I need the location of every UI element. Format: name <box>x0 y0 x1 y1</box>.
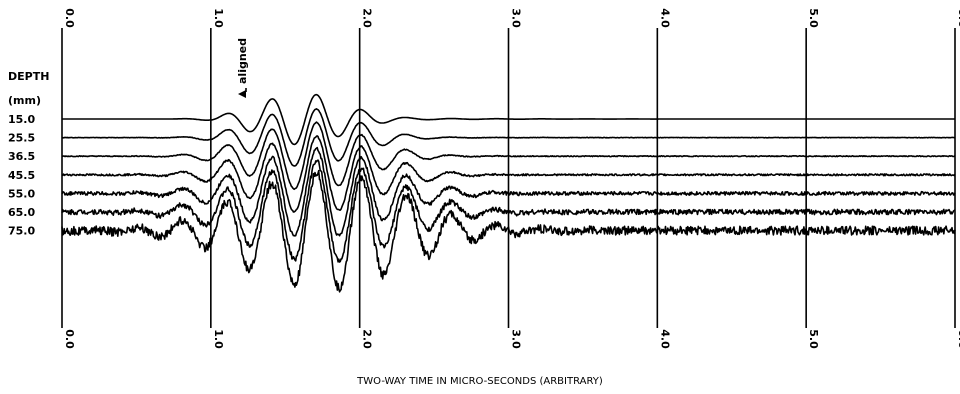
x-tick-bottom-3.0: 3.0 <box>510 329 523 349</box>
depth-traces <box>61 93 956 293</box>
trace-75.0 <box>61 169 956 293</box>
aligned-arrow-head <box>238 90 246 98</box>
y-axis-label-line-1: DEPTH <box>8 70 49 83</box>
trace-36.5 <box>61 121 956 191</box>
aligned-annotation: aligned <box>236 38 249 98</box>
x-tick-bottom-4.0: 4.0 <box>658 329 671 349</box>
trace-55.0 <box>61 146 956 237</box>
depth-label-65.0: 65.0 <box>8 206 35 219</box>
depth-label-25.5: 25.5 <box>8 132 35 145</box>
x-tick-top-2.0: 2.0 <box>361 8 374 28</box>
x-tick-top-4.0: 4.0 <box>658 8 671 28</box>
aligned-annotation-text: aligned <box>236 38 249 84</box>
x-tick-bottom-2.0: 2.0 <box>361 329 374 349</box>
trace-65.0 <box>61 159 956 263</box>
x-tick-bottom-5.0: 5.0 <box>807 329 820 349</box>
x-tick-bottom-6.0: 6.0 <box>956 329 960 349</box>
x-axis-label: TWO-WAY TIME IN MICRO-SECONDS (ARBITRARY… <box>356 376 603 387</box>
depth-label-45.5: 45.5 <box>8 169 35 182</box>
tick-labels: 0.0 0.0 1.0 1.0 2.0 2.0 3.0 3.0 4.0 4.0 5.0 5.0 6.0 6… <box>63 8 960 349</box>
depth-labels: 15.0 25.5 36.5 45.5 55.0 65.0 75.0 <box>8 113 35 238</box>
x-tick-top-0.0: 0.0 <box>63 8 76 28</box>
depth-label-36.5: 36.5 <box>8 150 35 163</box>
trace-25.5 <box>61 108 956 167</box>
trace-15.0 <box>61 93 956 146</box>
x-tick-top-5.0: 5.0 <box>807 8 820 28</box>
depth-label-75.0: 75.0 <box>8 225 35 238</box>
x-tick-top-6.0: 6.0 <box>956 8 960 28</box>
depth-label-15.0: 15.0 <box>8 113 35 126</box>
depth-label-55.0: 55.0 <box>8 187 35 200</box>
y-axis-label-line-2: (mm) <box>8 94 41 107</box>
vertical-gridlines <box>61 28 956 328</box>
x-tick-top-1.0: 1.0 <box>212 8 225 28</box>
x-tick-bottom-1.0: 1.0 <box>212 329 225 349</box>
x-tick-top-3.0: 3.0 <box>510 8 523 28</box>
x-tick-bottom-0.0: 0.0 <box>63 329 76 349</box>
trace-45.5 <box>61 135 956 213</box>
